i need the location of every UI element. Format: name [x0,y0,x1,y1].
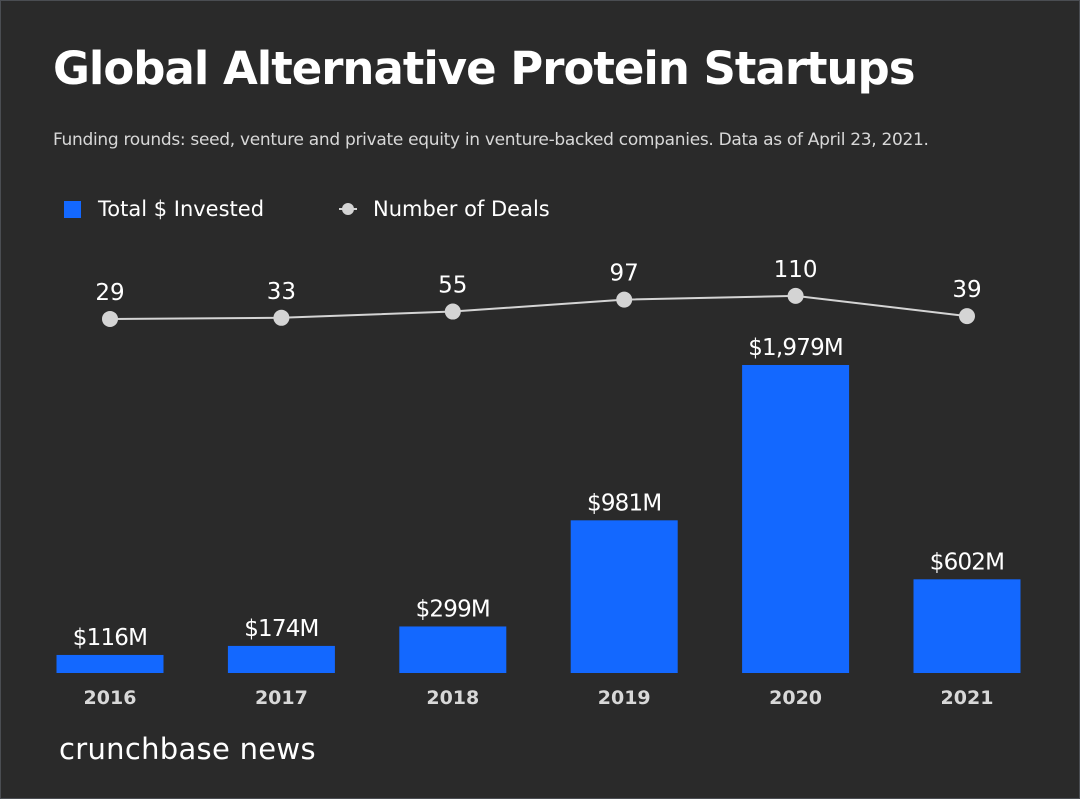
legend-label: Total $ Invested [98,197,265,221]
deals-point-2017 [273,309,290,326]
deals-point-2016 [102,310,118,327]
x-tick-label: 2021 [941,687,994,709]
bar-value-label: $116M [73,625,147,651]
deals-value-label: 110 [774,257,818,283]
deals-point-2019 [616,291,633,308]
legend-label: Number of Deals [373,197,550,221]
bar-2020 [742,365,850,673]
x-tick-label: 2018 [426,687,479,709]
bar-2017 [227,645,335,673]
bar-value-label: $299M [416,596,490,622]
deals-value-label: 39 [952,277,981,303]
brand-logo: crunchbase news [59,732,316,766]
deals-point-2018 [444,303,461,320]
deals-value-label: 55 [438,273,467,299]
bar-2021 [913,579,1021,673]
deals-line [109,294,968,320]
bar-value-label: $174M [244,616,318,642]
bar-2018 [399,626,507,673]
x-tick-label: 2019 [598,687,651,709]
x-tick-label: 2020 [769,687,822,709]
deals-value-label: 33 [267,279,296,305]
deals-point-2020 [787,287,804,304]
x-tick-label: 2016 [84,687,137,709]
deals-value-label: 97 [610,261,639,287]
bar-value-label: $1,979M [748,335,843,361]
bar-2019 [570,520,678,673]
chart-title: Global Alternative Protein Startups [53,42,916,95]
deals-point-2021 [959,308,975,325]
bar-2016 [56,654,164,673]
chart-subtitle: Funding rounds: seed, venture and privat… [53,130,929,150]
x-tick-label: 2017 [255,687,308,709]
bar-value-label: $602M [930,549,1004,575]
legend-square-icon [64,200,81,218]
legend-item-total-invested: Total $ Invested [64,197,264,221]
legend-line-dot-icon [339,202,358,216]
bar-value-label: $981M [587,490,661,516]
legend-item-number-of-deals: Number of Deals [339,197,550,221]
deals-value-label: 29 [95,280,124,306]
legend: Total $ Invested Number of Deals [64,197,550,221]
